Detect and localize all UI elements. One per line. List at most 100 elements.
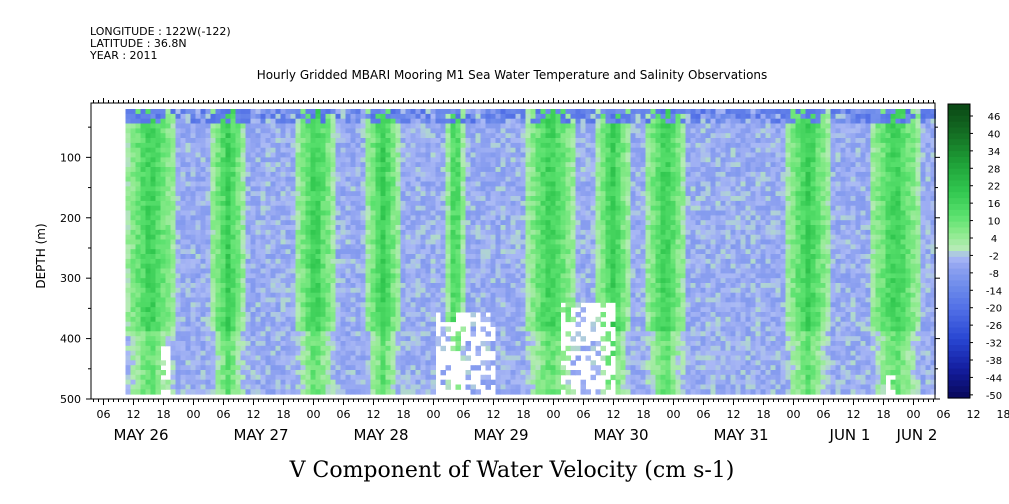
heatmap-cell (200, 331, 206, 337)
heatmap-cell (450, 176, 456, 182)
heatmap-cell (420, 229, 426, 236)
heatmap-cell (345, 118, 351, 124)
heatmap-cell (130, 278, 136, 284)
heatmap-cell (310, 326, 316, 332)
heatmap-cell (295, 374, 301, 381)
heatmap-cell (525, 370, 531, 376)
heatmap-cell (485, 244, 491, 250)
heatmap-cell (310, 118, 316, 124)
heatmap-cell (290, 355, 296, 361)
heatmap-cell (170, 147, 176, 153)
heatmap-cell (500, 215, 506, 221)
heatmap-cell (345, 205, 351, 211)
heatmap-cell (320, 273, 326, 279)
heatmap-cell (160, 225, 166, 231)
heatmap-cell (220, 258, 226, 265)
heatmap-cell (475, 365, 481, 371)
heatmap-cell (290, 379, 296, 385)
heatmap-cell (465, 205, 471, 211)
heatmap-cell (400, 263, 406, 269)
heatmap-cell (275, 157, 281, 163)
heatmap-cell (550, 239, 556, 245)
heatmap-cell (390, 196, 396, 202)
heatmap-cell (165, 109, 171, 115)
heatmap-cell (455, 186, 461, 192)
heatmap-cell (550, 157, 556, 163)
heatmap-cell (375, 297, 381, 303)
heatmap-cell (330, 205, 336, 211)
heatmap-cell (225, 181, 231, 187)
heatmap-cell (250, 316, 256, 323)
heatmap-cell (300, 225, 306, 231)
heatmap-cell (130, 157, 136, 163)
heatmap-cell (340, 341, 346, 347)
heatmap-cell (540, 157, 546, 163)
heatmap-cell (340, 384, 346, 390)
heatmap-cell (420, 350, 426, 356)
heatmap-cell (350, 331, 356, 337)
heatmap-cell (480, 307, 486, 313)
heatmap-cell (195, 157, 201, 163)
longitude-label: LONGITUDE : 122W(-122) (90, 25, 231, 38)
heatmap-cell (385, 355, 391, 361)
heatmap-cell (130, 162, 136, 168)
heatmap-cell (395, 162, 401, 168)
latitude-label: LATITUDE : 36.8N (90, 37, 187, 50)
heatmap-cell (425, 113, 431, 120)
heatmap-cell (530, 254, 536, 260)
heatmap-cell (275, 350, 281, 356)
heatmap-cell (165, 118, 171, 124)
heatmap-cell (385, 326, 391, 332)
heatmap-cell (320, 350, 326, 356)
heatmap-cell (380, 215, 386, 221)
heatmap-cell (390, 191, 396, 197)
heatmap-cell (305, 326, 311, 332)
heatmap-cell (400, 287, 406, 294)
heatmap-cell (420, 244, 426, 250)
heatmap-cell (550, 128, 556, 134)
heatmap-cell (175, 210, 181, 216)
heatmap-cell (370, 147, 376, 153)
heatmap-cell (420, 374, 426, 381)
heatmap-cell (180, 268, 186, 274)
heatmap-cell (125, 374, 131, 381)
heatmap-cell (505, 307, 511, 313)
heatmap-cell (305, 258, 311, 265)
heatmap-cell (555, 389, 561, 395)
heatmap-cell (235, 186, 241, 192)
heatmap-cell (545, 118, 551, 124)
heatmap-cell (125, 118, 131, 124)
heatmap-cell (250, 200, 256, 207)
heatmap-cell (435, 200, 441, 207)
heatmap-cell (190, 365, 196, 371)
heatmap-cell (155, 268, 161, 274)
heatmap-cell (135, 220, 141, 226)
heatmap-cell (545, 326, 551, 332)
heatmap-cell (180, 123, 186, 129)
heatmap-cell (395, 109, 401, 115)
heatmap-cell (210, 355, 216, 361)
heatmap-cell (350, 263, 356, 269)
heatmap-cell (390, 360, 396, 366)
heatmap-cell (370, 316, 376, 323)
heatmap-cell (490, 215, 496, 221)
heatmap-cell (205, 297, 211, 303)
heatmap-cell (370, 384, 376, 390)
heatmap-cell (150, 176, 156, 182)
heatmap-cell (420, 307, 426, 313)
heatmap-cell (550, 345, 556, 352)
heatmap-cell (345, 167, 351, 173)
heatmap-cell (185, 379, 191, 385)
heatmap-cell (555, 118, 561, 124)
heatmap-cell (495, 287, 501, 294)
heatmap-cell (145, 210, 151, 216)
heatmap-cell (250, 181, 256, 187)
heatmap-cell (230, 316, 236, 323)
heatmap-cell (440, 268, 446, 274)
heatmap-cell (140, 244, 146, 250)
heatmap-cell (430, 167, 436, 173)
heatmap-cell (410, 273, 416, 279)
heatmap-cell (155, 196, 161, 202)
heatmap-cell (525, 147, 531, 153)
heatmap-cell (530, 186, 536, 192)
